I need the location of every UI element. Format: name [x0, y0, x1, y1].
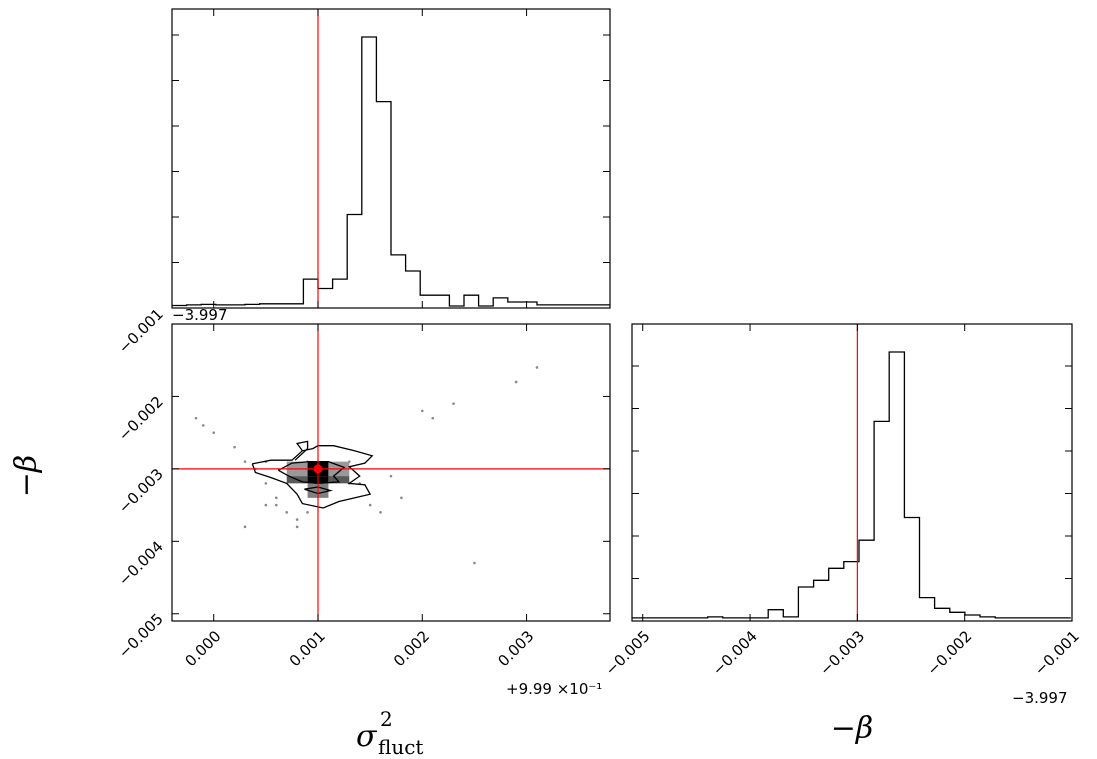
scatter-point [420, 409, 424, 413]
scatter-point [295, 525, 299, 529]
y-tick-label: −0.002 [115, 393, 167, 445]
scatter-frame [171, 323, 611, 622]
sigma-axis-label-superscript: 2 [380, 707, 393, 731]
scatter-point [473, 561, 476, 565]
contour-inner [278, 460, 346, 485]
beta-x-axis-offset-label: −3.997 [1012, 689, 1068, 707]
scatter-point [389, 474, 393, 478]
scatter-point [535, 366, 539, 369]
x-tick-label: 0.001 [286, 627, 329, 670]
y-tick-label: −0.004 [115, 537, 167, 589]
scatter-point [452, 402, 455, 405]
beta-y-axis-label: −β [9, 455, 44, 497]
scatter-point [400, 496, 403, 500]
x-tick-label: −0.004 [709, 627, 761, 679]
beta-x-axis-label: −β [831, 711, 873, 746]
histogram-sigma-panel: −0.001 [115, 8, 611, 357]
scatter-point [514, 380, 518, 384]
sigma-axis-label: σ [356, 719, 378, 754]
scatter-point [379, 511, 382, 514]
scatter-point [368, 503, 372, 507]
contour-small-loop [304, 486, 334, 495]
truth-marker [313, 464, 323, 474]
scatter-point [285, 511, 289, 514]
scatter-point [274, 496, 278, 500]
x-tick-label: −0.002 [924, 627, 976, 679]
scatter-point [295, 518, 299, 521]
scatter-point [243, 460, 247, 463]
x-tick-label: 0.002 [390, 627, 433, 670]
scatter-point [274, 503, 278, 507]
scatter-point [194, 416, 198, 420]
scatter-point [212, 431, 216, 434]
contour-outer [251, 445, 374, 509]
histogram-step-line [172, 36, 610, 307]
x-tick-label: −0.005 [602, 627, 654, 679]
sigma-axis-offset-label: +9.99 ×10⁻¹ [506, 680, 602, 698]
scatter-point [233, 445, 236, 449]
y-tick-label: −0.005 [115, 610, 167, 662]
scatter-panel: 0.000 0.001 0.002 0.003 −0.002 −0.003 −0.004 −0… [115, 323, 611, 670]
density-cell [328, 476, 350, 484]
scatter-point [264, 482, 268, 485]
scatter-point [201, 424, 205, 427]
x-tick-label: 0.003 [494, 627, 537, 670]
scatter-point [264, 503, 268, 507]
x-tick-label: −0.001 [1031, 627, 1083, 679]
x-tick-label: −0.003 [816, 627, 868, 679]
contour-spike [294, 440, 309, 461]
scatter-point [306, 511, 309, 514]
histogram-beta-panel: −0.005 −0.004 −0.003 −0.002 −0.001 [602, 323, 1083, 679]
top-hist-offset-label: −3.997 [172, 306, 228, 324]
y-tick-label: −0.001 [115, 305, 167, 357]
y-tick-label: −0.003 [115, 465, 167, 517]
beta-histogram-frame [631, 323, 1073, 622]
scatter-point [431, 416, 435, 420]
histogram-step-line [632, 351, 1071, 619]
sigma-axis-label-subscript: fluct [378, 735, 423, 759]
x-tick-label: 0.000 [181, 627, 224, 670]
scatter-point [243, 525, 247, 529]
top-histogram-frame [171, 8, 611, 309]
